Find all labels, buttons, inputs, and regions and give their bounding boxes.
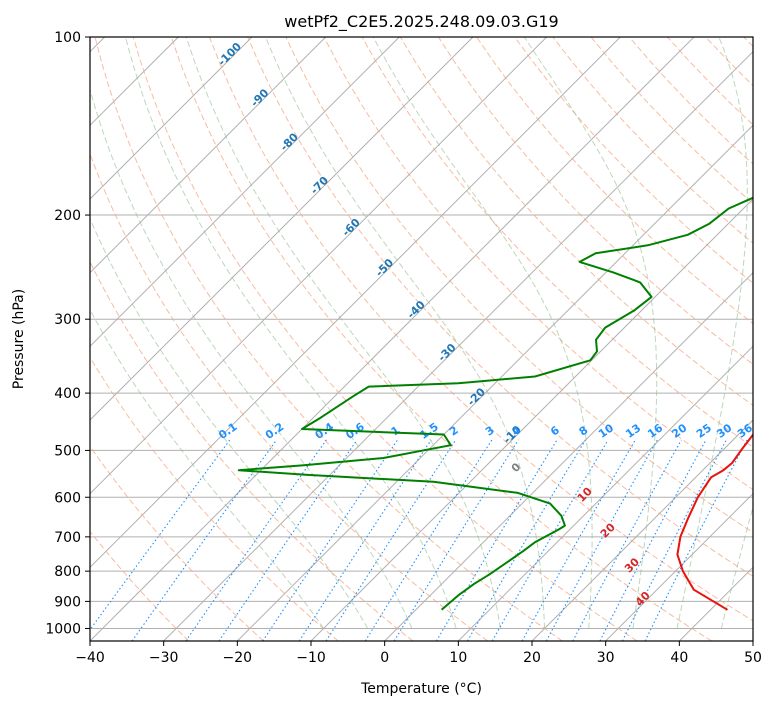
mixing-ratio-line [364, 439, 493, 641]
mixing-ratio-line [545, 439, 658, 641]
moist-adiabat [265, 37, 545, 629]
isotherm-gridline [90, 37, 253, 200]
x-tick-label: −20 [223, 650, 253, 666]
y-tick-label: 300 [54, 312, 81, 328]
dry-adiabat [514, 37, 753, 284]
mixing-ratio-line [185, 439, 327, 641]
y-tick-label: 500 [54, 443, 81, 459]
dry-adiabat [399, 37, 753, 407]
x-axis: −40 −30 −20 −10 0 10 20 30 40 50 [75, 641, 762, 666]
moist-adiabat [90, 87, 413, 629]
isotherm-gridline [163, 50, 753, 641]
x-tick-label: −10 [296, 650, 326, 666]
x-tick-label: 50 [744, 650, 762, 666]
isotherm-gridline [90, 37, 548, 495]
isotherm-gridline [531, 419, 753, 641]
moist-adiabat [185, 37, 501, 629]
moist-adiabat [372, 37, 593, 629]
mixing-ratio-line [435, 439, 558, 641]
isotherm-gridline [90, 37, 621, 569]
x-tick-label: 0 [380, 650, 389, 666]
mixing-ratio-line [393, 439, 519, 641]
mixing-ratio-line [521, 439, 636, 641]
temperature-profile [676, 433, 753, 611]
x-tick-label: 40 [670, 650, 688, 666]
x-tick-label: −40 [75, 650, 105, 666]
x-tick-label: 20 [523, 650, 541, 666]
y-tick-label: 100 [54, 30, 81, 46]
isotherm-gridline [457, 345, 753, 641]
mixing-ratio-line [491, 439, 609, 641]
isotherm-gridline [384, 271, 753, 641]
mixing-ratio-line [644, 439, 748, 641]
x-axis-label: Temperature (°C) [360, 681, 482, 697]
y-axis: 100 200 300 400 500 600 700 800 900 1000 [45, 30, 90, 637]
dry-adiabat [90, 445, 264, 641]
y-axis-label: Pressure (hPa) [11, 289, 27, 389]
x-tick-label: 10 [449, 650, 467, 666]
mixing-ratio-line [90, 439, 231, 631]
mixing-ratio-line [298, 439, 432, 641]
moist-adiabat [90, 217, 369, 629]
moist-adiabat [90, 308, 324, 629]
chart-title: wetPf2_C2E5.2025.248.09.03.G19 [284, 12, 558, 32]
isotherm-gridline [90, 37, 695, 641]
dry-adiabat [90, 152, 488, 641]
y-tick-label: 1000 [45, 621, 81, 637]
dry-adiabat [285, 37, 753, 534]
isotherm-gridline [90, 37, 400, 348]
x-tick-label: −30 [149, 650, 179, 666]
dry-adiabat [94, 37, 563, 641]
dry-adiabat [132, 37, 638, 641]
dry-adiabat [247, 37, 753, 577]
profile-lines [237, 196, 753, 611]
mixing-ratio-line [467, 439, 586, 641]
y-tick-label: 900 [54, 594, 81, 610]
isotherm-gridline [605, 492, 753, 641]
y-tick-label: 700 [54, 530, 81, 546]
x-tick-label: 30 [597, 650, 615, 666]
moist-adiabat [523, 37, 658, 629]
isotherm-gridline [90, 37, 474, 421]
dry-adiabat [90, 530, 190, 641]
y-tick-label: 400 [54, 386, 81, 402]
y-tick-label: 800 [54, 564, 81, 580]
dry-adiabat [90, 260, 414, 641]
isotherm-gridline [236, 124, 753, 641]
moist-adiabat [125, 37, 457, 629]
moist-adiabat [676, 37, 748, 629]
dry-adiabat [170, 37, 712, 641]
background-lines [90, 37, 753, 641]
dry-adiabat [209, 37, 753, 622]
mixing-ratio-line [325, 439, 457, 641]
mixing-ratio-line [262, 439, 399, 641]
mixing-ratio-line [218, 439, 358, 641]
y-tick-label: 200 [54, 208, 81, 224]
dry-adiabat [437, 37, 753, 365]
dry-adiabat [90, 356, 339, 641]
y-tick-label: 600 [54, 490, 81, 506]
plot-frame [89, 36, 754, 642]
dewpoint-profile [237, 196, 753, 611]
isotherm-gridline [90, 37, 327, 274]
